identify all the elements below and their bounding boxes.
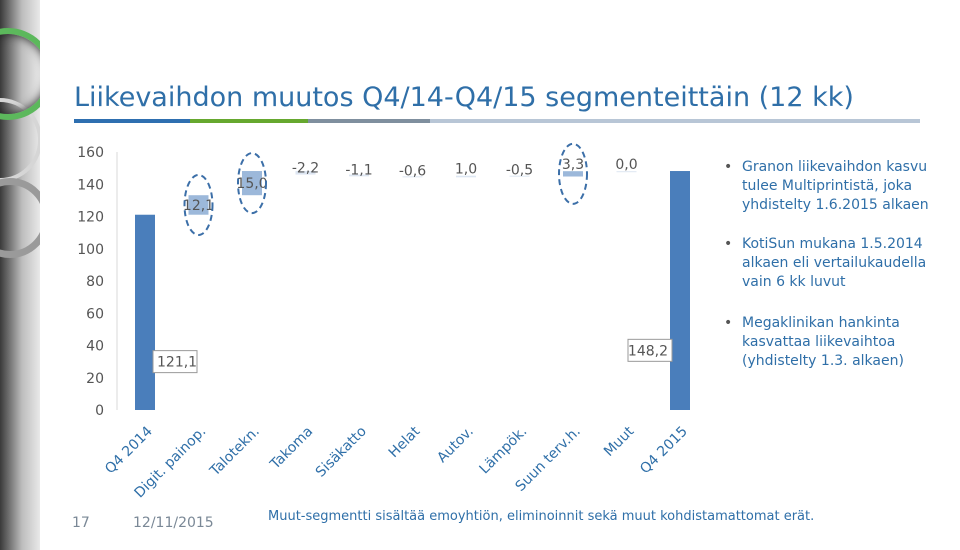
slide-title: Liikevaihdon muutos Q4/14-Q4/15 segmente… [74, 82, 854, 114]
value-label: -2,2 [292, 161, 319, 177]
bar-autov- [456, 175, 476, 178]
value-label: 0,0 [615, 157, 637, 173]
bar-q4-2015 [670, 171, 690, 410]
footnote: Muut-segmentti sisältää emoyhtiön, elimi… [268, 509, 815, 524]
title-rule-segment-1 [74, 119, 190, 123]
value-label: 1,0 [455, 162, 477, 178]
slide-date: 12/11/2015 [133, 515, 214, 531]
value-label: 121,1 [157, 355, 197, 371]
value-label: -1,1 [345, 162, 372, 178]
page-number: 17 [72, 515, 90, 531]
category-label: Helat [386, 423, 424, 461]
category-label: Lämpök. [477, 424, 531, 478]
bar-muut [616, 171, 637, 173]
value-label: 15,0 [236, 176, 267, 192]
value-label: -0,6 [399, 163, 426, 179]
value-label: -0,5 [506, 163, 533, 179]
category-label: Q4 2014 [102, 423, 156, 477]
y-tick-label: 40 [86, 339, 104, 355]
bullet-item: Granon liikevaihdon kasvu tulee Multipri… [722, 158, 954, 215]
title-rule-segment-2 [190, 119, 308, 123]
bar-talotekn- [242, 171, 262, 196]
value-label-box [152, 350, 198, 374]
category-label: Autov. [434, 424, 477, 467]
y-tick-label: 80 [86, 274, 104, 290]
decorative-green-ring [0, 28, 40, 120]
category-label: Talotekn. [206, 424, 262, 480]
y-tick-label: 160 [77, 145, 104, 161]
category-label: Muut [601, 423, 638, 460]
highlight-ring [237, 152, 267, 215]
bullet-item: Megaklinikan hankinta kasvattaa liikevai… [722, 314, 954, 371]
value-label-box [627, 338, 673, 362]
y-tick-label: 140 [77, 177, 104, 193]
category-label: Q4 2015 [637, 424, 691, 478]
decorative-side-panel [0, 0, 40, 550]
category-label: Sisäkatto [313, 424, 370, 481]
category-label: Takoma [267, 424, 317, 474]
y-tick-label: 20 [86, 371, 104, 387]
y-tick-label: 100 [77, 242, 104, 258]
y-tick-label: 120 [77, 210, 104, 226]
decorative-grey-ring [0, 178, 40, 258]
y-tick-label: 60 [86, 306, 104, 322]
highlight-ring [183, 173, 214, 236]
commentary-list: Granon liikevaihdon kasvu tulee Multipri… [722, 158, 954, 371]
bullet-item: KotiSun mukana 1.5.2014 alkaen eli verta… [722, 235, 954, 292]
value-label: 148,2 [628, 343, 668, 359]
bar-sisäkatto [349, 174, 369, 177]
bar-takoma [295, 171, 316, 175]
bar-q4-2014 [135, 214, 155, 410]
bar-suun-terv-h- [563, 171, 583, 177]
title-rule-segment-4 [430, 119, 920, 123]
y-tick-label: 0 [95, 403, 104, 419]
value-label: 3,3 [562, 157, 584, 173]
title-rule-segment-3 [308, 119, 430, 123]
bar-helat [402, 176, 423, 178]
value-label: 12,1 [183, 198, 214, 214]
highlight-ring [558, 142, 588, 205]
bar-lämpök- [509, 175, 530, 177]
bar-digit-painop- [188, 195, 209, 215]
